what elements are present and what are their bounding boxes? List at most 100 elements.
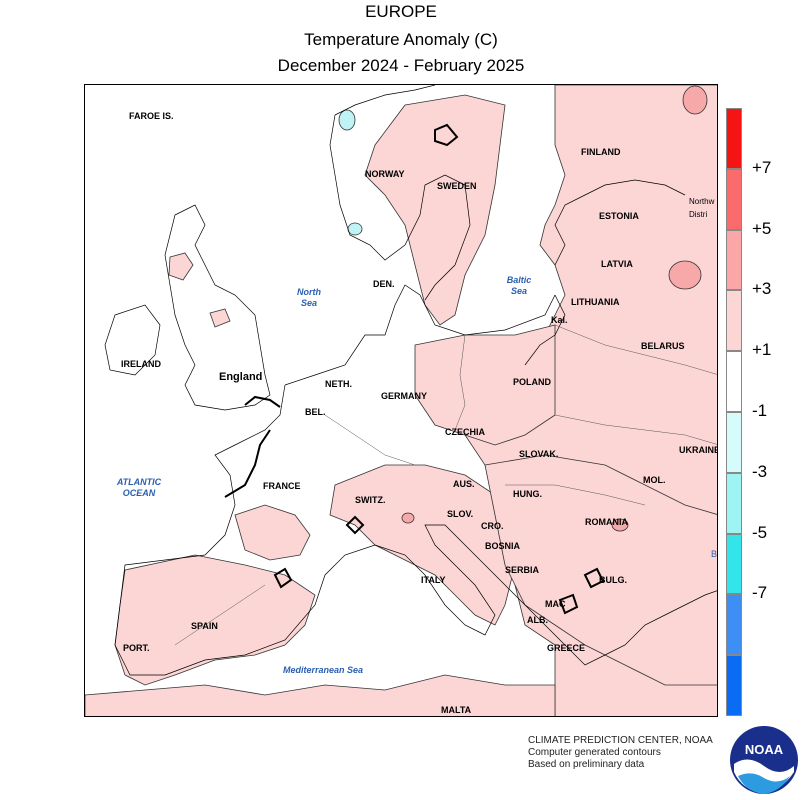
label-slovenia: SLOV. (447, 509, 474, 519)
credit-line-2: Computer generated contours (528, 747, 661, 758)
south-warm-strip (85, 674, 556, 716)
colorbar-segment (726, 472, 742, 534)
colorbar-segment (726, 533, 742, 595)
label-black-sea-edge: B (711, 549, 718, 559)
contour-sweden-north (434, 123, 459, 147)
colorbar (726, 108, 742, 716)
contour-macedonia (558, 593, 579, 615)
border-france-germany (324, 414, 416, 466)
border-poland-ukraine (554, 414, 717, 445)
colorbar-tick-label: +7 (752, 157, 772, 177)
label-bosnia: BOSNIA (485, 541, 521, 551)
label-baltic-sea: Baltic Sea (506, 275, 532, 296)
label-czechia: CZECHIA (445, 427, 485, 437)
colorbar-segment (726, 229, 742, 291)
contour-lines (224, 123, 605, 615)
label-france: FRANCE (263, 481, 301, 491)
credit-line-3: Based on preliminary data (528, 759, 645, 770)
noaa-logo: NOAA (730, 726, 798, 794)
label-bulgaria: BULG. (599, 575, 627, 585)
colorbar-segment (726, 351, 742, 412)
label-north-sea: North Sea (297, 287, 321, 308)
label-faroe: FAROE IS. (129, 111, 174, 121)
north-coast (284, 284, 556, 386)
france-warm-patch (234, 504, 311, 561)
colorbar-tick-label: +1 (752, 340, 772, 360)
label-croatia: CRO. (481, 521, 504, 531)
scandinavia-coast (329, 114, 471, 301)
label-england: England (219, 371, 263, 383)
label-switzerland: SWITZ. (355, 495, 386, 505)
coastlines (104, 85, 717, 676)
iberia-warm-region (114, 554, 316, 686)
great-britain-coast (164, 204, 271, 411)
label-portugal: PORT. (123, 643, 150, 653)
country-borders (174, 324, 717, 646)
label-finland: FINLAND (581, 147, 621, 157)
colorbar-tick-label: +3 (752, 279, 772, 299)
ireland-warm-patch (209, 308, 231, 328)
label-hungary: HUNG. (513, 489, 542, 499)
colorbar-tick-label: -1 (752, 401, 768, 420)
label-germany: GERMANY (381, 391, 428, 401)
label-spain: SPAIN (191, 621, 218, 631)
colorbar-tick-label: -7 (752, 583, 768, 603)
label-macedonia: MAC (545, 599, 566, 609)
label-kal: Kal. (551, 315, 568, 325)
label-slovakia: SLOVAK. (519, 449, 559, 459)
continent-coast (114, 384, 717, 676)
scandinavia-warm-region (364, 94, 506, 326)
label-estonia: ESTONIA (599, 211, 639, 221)
border-spain-portugal (174, 584, 266, 646)
colorbar-tick-label: -3 (752, 461, 768, 481)
label-ireland: IRELAND (121, 359, 161, 369)
anomaly-map: FAROE IS. NORWAY SWEDEN FINLAND ESTONIA … (84, 84, 718, 717)
map-period: December 2024 - February 2025 (277, 56, 525, 75)
label-lithuania: LITHUANIA (571, 297, 620, 307)
border-hungary-romania (505, 484, 646, 506)
label-belgium: BEL. (305, 407, 326, 417)
credit-block: CLIMATE PREDICTION CENTER, NOAA Computer… (528, 735, 713, 771)
logo-text: NOAA (745, 742, 784, 757)
label-austria: AUS. (453, 479, 475, 489)
label-poland: POLAND (513, 377, 551, 387)
contour-france-west (224, 429, 271, 498)
warm-cell-finland (682, 85, 708, 115)
central-warm-region (414, 324, 556, 446)
strong-anomaly-cells (401, 85, 708, 532)
colorbar-segment (726, 108, 742, 169)
map-subtitle: Temperature Anomaly (C) (304, 30, 498, 49)
anomaly-regions (85, 85, 717, 716)
credit-line-1: CLIMATE PREDICTION CENTER, NOAA (528, 735, 713, 746)
colorbar-segment (726, 290, 742, 352)
logo-water (738, 773, 790, 794)
label-denmark: DEN. (373, 279, 395, 289)
cool-cell-norway-north (338, 109, 356, 131)
cool-cell-norway-south (347, 222, 363, 236)
label-moldova: MOL. (643, 475, 666, 485)
label-ukraine: UKRAINE (679, 445, 718, 455)
colorbar-segment (726, 655, 742, 716)
label-northwest-district: Northw Distri (689, 197, 715, 219)
label-sweden: SWEDEN (437, 181, 477, 191)
finland-coast (554, 179, 686, 266)
balkans-warm-region (484, 454, 717, 686)
label-belarus: BELARUS (641, 341, 685, 351)
map-title: EUROPE (365, 2, 437, 21)
warm-cell-northwest (668, 260, 702, 290)
label-latvia: LATVIA (601, 259, 633, 269)
border-germany-poland (454, 334, 466, 431)
scotland-warm-patch (168, 252, 194, 281)
contour-bulgaria (583, 567, 605, 589)
warm-cell-alps (401, 512, 415, 524)
baltic-east-coast (524, 294, 566, 366)
norway-coast-north (334, 85, 436, 116)
contour-switz (345, 515, 365, 535)
label-netherlands: NETH. (325, 379, 352, 389)
label-atlantic-ocean: ATLANTIC OCEAN (116, 477, 162, 498)
label-romania: ROMANIA (585, 517, 628, 527)
label-greece: GREECE (547, 643, 586, 653)
label-norway: NORWAY (365, 169, 405, 179)
colorbar-segment (726, 594, 742, 656)
ireland-coast (104, 304, 161, 376)
